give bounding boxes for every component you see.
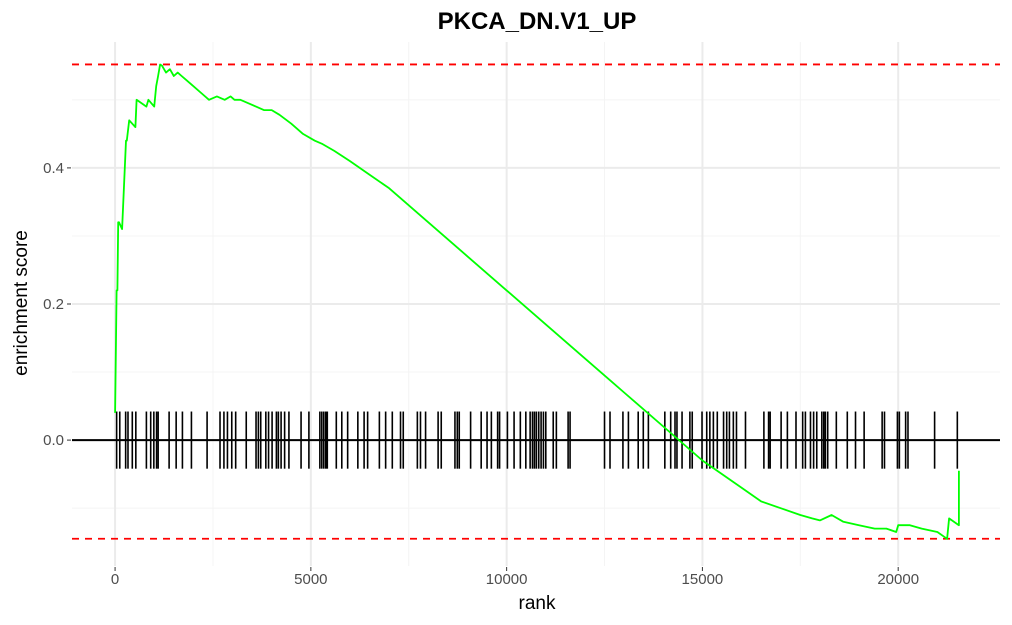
x-tick-label: 15000: [682, 571, 724, 588]
x-tick-label: 10000: [486, 571, 528, 588]
x-axis-title: rank: [519, 593, 556, 614]
y-tick-label: 0.2: [43, 296, 64, 313]
x-tick-label: 5000: [294, 571, 327, 588]
y-axis-ticks: 0.0 0.2 0.4: [43, 160, 71, 449]
gridlines: [72, 42, 1000, 566]
y-tick-label: 0.0: [43, 432, 64, 449]
hit-ticks: [115, 411, 959, 469]
running-enrichment-curve: [114, 63, 960, 540]
threshold-lines: [72, 63, 1000, 540]
x-tick-label: 0: [111, 571, 119, 588]
y-tick-label: 0.4: [43, 160, 64, 177]
x-axis-ticks: 0 5000 10000 15000 20000: [111, 567, 919, 588]
y-axis-title: enrichment score: [11, 230, 32, 376]
chart-title: PKCA_DN.V1_UP: [438, 8, 637, 35]
x-tick-label: 20000: [877, 571, 919, 588]
